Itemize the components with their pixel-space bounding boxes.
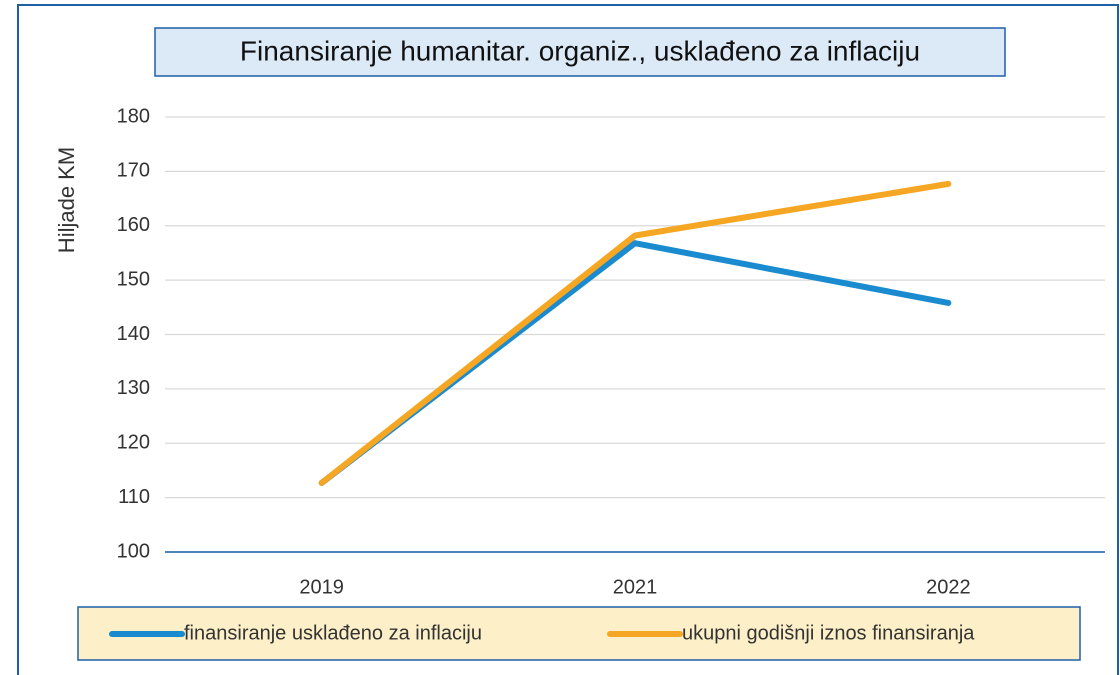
chart-title: Finansiranje humanitar. organiz., usklađ… [240, 35, 920, 66]
y-tick-label: 140 [117, 323, 150, 345]
frame [17, 4, 1119, 675]
series-line [318, 180, 952, 486]
y-tick-label: 100 [117, 540, 150, 562]
x-tick-label: 2021 [613, 576, 658, 598]
y-tick-label: 150 [117, 268, 150, 290]
y-tick-label: 110 [118, 486, 150, 508]
y-tick-label: 180 [117, 105, 150, 127]
y-axis-label: Hiljade KM [54, 147, 79, 253]
legend [77, 606, 1081, 661]
y-tick-label: 170 [117, 160, 150, 182]
y-tick-label: 160 [117, 214, 150, 236]
x-tick-label: 2022 [926, 576, 971, 598]
x-tick-label: 2019 [299, 576, 344, 598]
legend-label: ukupni godišnji iznos finansiranja [682, 622, 975, 644]
title-box [154, 27, 1006, 77]
y-tick-label: 120 [117, 432, 150, 454]
legend-label: finansiranje usklađeno za inflaciju [184, 622, 482, 644]
y-tick-label: 130 [117, 377, 150, 399]
